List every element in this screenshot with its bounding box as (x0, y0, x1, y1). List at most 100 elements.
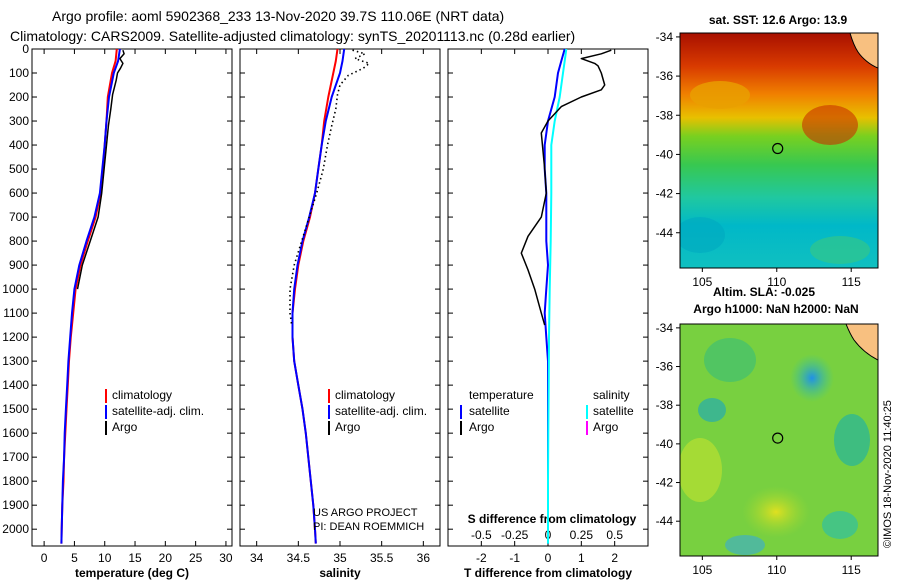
map-y-tick-label: -36 (656, 69, 674, 83)
x-axis-label: temperature (deg C) (75, 566, 189, 580)
y-tick-label: 900 (9, 258, 29, 272)
coastline (849, 33, 878, 69)
legend-label-argo: Argo (112, 420, 138, 434)
difference-legend: temperature satellite Argo salinity sate… (460, 388, 634, 435)
series-line-s-satellite (547, 48, 568, 544)
map-y-tick-label: -38 (656, 398, 674, 412)
y-tick-label: 1600 (2, 426, 29, 440)
map-y-tick-label: -42 (656, 187, 674, 201)
y-tick-label: 100 (9, 66, 29, 80)
sla-low (822, 511, 858, 539)
x-tick-label: 2 (611, 551, 618, 565)
top-tick-label: -0.5 (471, 528, 492, 542)
sla-high (680, 438, 722, 502)
y-tick-label: 1300 (2, 354, 29, 368)
x-tick-label: 36 (417, 551, 431, 565)
y-tick-label: 1900 (2, 498, 29, 512)
legend-label-s-argo: Argo (593, 420, 619, 434)
map-x-tick-label: 105 (692, 275, 712, 289)
map-x-tick-label: 105 (692, 563, 712, 577)
series-line-satellite-adj-clim- (60, 48, 121, 544)
legend-label-t-satellite: satellite (469, 404, 510, 418)
sst-cool-patch (810, 236, 870, 264)
y-tick-label: 1200 (2, 330, 29, 344)
plot-frame (31, 48, 233, 547)
y-tick-label: 200 (9, 90, 29, 104)
y-tick-label: 700 (9, 210, 29, 224)
map-x-tick-label: 115 (842, 275, 861, 289)
x-tick-label: 15 (128, 551, 142, 565)
series-line-satellite-adj-clim- (291, 48, 346, 544)
y-tick-label: 1000 (2, 282, 29, 296)
x-tick-label: 1 (578, 551, 585, 565)
map-x-tick-label: 110 (767, 275, 786, 289)
credit-project: US ARGO PROJECT (313, 507, 418, 519)
map-y-tick-label: -44 (656, 514, 674, 528)
y-tick-label: 300 (9, 114, 29, 128)
sla-eddy (704, 338, 756, 382)
series-line-climatology (291, 48, 339, 544)
sla-map-axes: 105 110 115 -34 -36 -38 -40 -42 -44 (656, 321, 861, 577)
x-tick-label: 0 (41, 551, 48, 565)
map-x-tick-label: 115 (842, 563, 861, 577)
sla-eddy (698, 398, 726, 422)
x-tick-label: 35.5 (370, 551, 394, 565)
sst-map (680, 33, 878, 268)
y-tick-label: 1500 (2, 402, 29, 416)
y-tick-label: 0 (22, 42, 29, 56)
sla-map (680, 324, 878, 556)
series-line-t-argo (520, 49, 612, 326)
coastline (845, 324, 878, 361)
x-tick-label: -1 (509, 551, 520, 565)
header-line1: Argo profile: aoml 5902368_233 13-Nov-20… (52, 8, 504, 24)
sst-map-frame (679, 32, 879, 269)
top-tick-label: -0.25 (501, 528, 529, 542)
sla-high (742, 486, 810, 538)
map-y-tick-label: -42 (656, 476, 674, 490)
y-tick-label: 500 (9, 162, 29, 176)
map-y-tick-label: -34 (656, 321, 674, 335)
x-tick-label: 25 (189, 551, 203, 565)
legend-heading-temperature: temperature (469, 388, 534, 402)
temperature-legend: climatology satellite-adj. clim. Argo (105, 388, 204, 435)
x-tick-label: 20 (159, 551, 173, 565)
y-tick-label: 1700 (2, 450, 29, 464)
sla-low (725, 535, 765, 555)
salinity-legend: climatology satellite-adj. clim. Argo (328, 388, 427, 435)
temperature-panel: 0100200300400500600700800900100011001200… (2, 42, 233, 580)
sla-map-frame (679, 323, 879, 557)
series-line-argo (289, 49, 370, 326)
difference-panel: -2 -1 0 1 2T difference from climatology S di… (447, 48, 649, 580)
map-y-tick-label: -40 (656, 147, 674, 161)
top-axis-label: S difference from climatology (468, 512, 637, 526)
x-tick-label: 34 (250, 551, 264, 565)
y-tick-label: 1100 (3, 306, 29, 320)
legend-label-s-satellite: satellite (593, 404, 634, 418)
map-y-tick-label: -44 (656, 226, 674, 240)
sla-map-subtitle: Argo h1000: NaN h2000: NaN (693, 302, 858, 316)
x-axis-label: salinity (319, 566, 361, 580)
map-y-tick-label: -40 (656, 437, 674, 451)
y-tick-label: 800 (9, 234, 29, 248)
y-tick-label: 600 (9, 186, 29, 200)
x-tick-label: 0 (545, 551, 552, 565)
map-y-tick-label: -38 (656, 108, 674, 122)
sla-eddy (834, 414, 870, 466)
y-tick-label: 1400 (2, 378, 29, 392)
x-tick-label: 34.5 (287, 551, 311, 565)
y-tick-label: 1800 (2, 474, 29, 488)
argo-float-marker (772, 142, 784, 155)
sla-low (790, 354, 834, 402)
top-tick-label: 0.5 (606, 528, 623, 542)
legend-label-argo: Argo (335, 420, 361, 434)
plot-frame (239, 48, 441, 547)
sst-eddy (802, 105, 858, 145)
sst-warm-patch (690, 81, 750, 109)
legend-label-climatology: climatology (112, 388, 172, 402)
argo-float-marker (772, 432, 784, 444)
map-y-tick-label: -34 (656, 30, 674, 44)
sla-map-title: Altim. SLA: -0.025 (713, 285, 815, 299)
legend-heading-salinity: salinity (593, 388, 630, 402)
sst-cool-patch (680, 217, 725, 253)
